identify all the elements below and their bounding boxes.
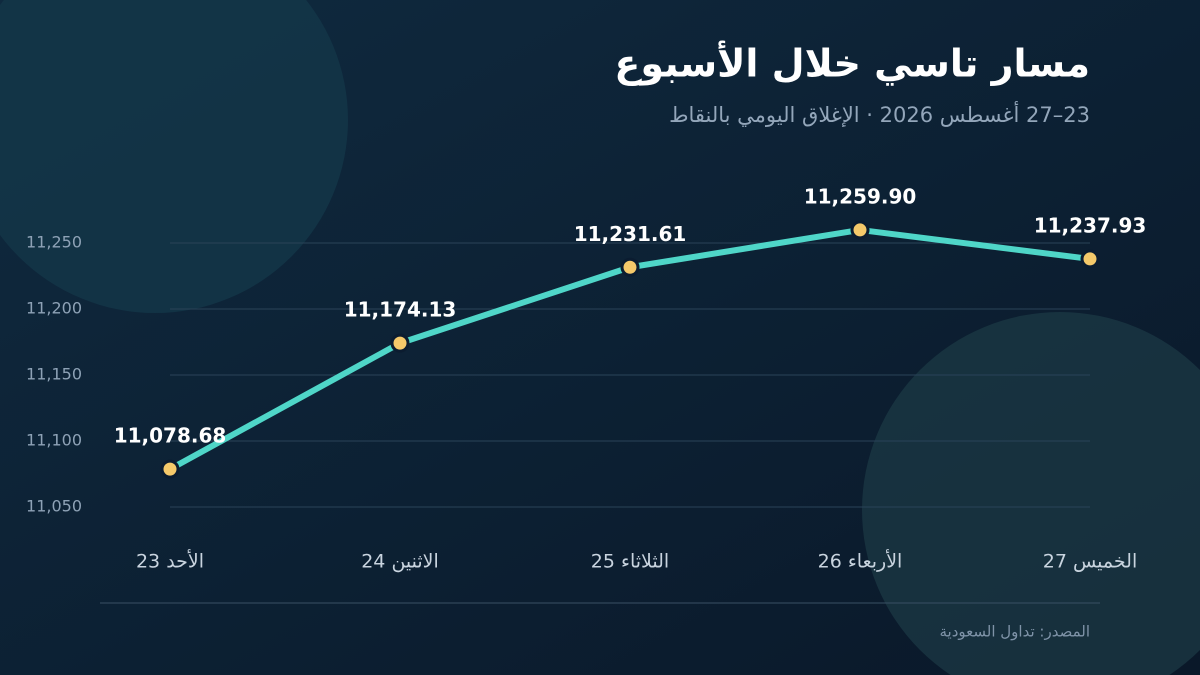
data-label: 11,237.93: [1034, 213, 1147, 237]
chart-subtitle: 23–27 أغسطس 2026 · الإغلاق اليومي بالنقا…: [669, 101, 1090, 127]
chart-title: مسار تاسي خلال الأسبوع: [614, 40, 1090, 86]
x-tick-label: الاثنين 24: [361, 551, 439, 573]
y-tick-label: 11,250: [26, 233, 82, 252]
data-point: [1080, 249, 1100, 269]
decor-circle: [0, 0, 348, 313]
data-label: 11,231.61: [574, 222, 687, 246]
y-tick-label: 11,050: [26, 497, 82, 516]
decor-circle: [862, 312, 1200, 675]
x-tick-label: الأربعاء 26: [818, 550, 903, 573]
data-point: [160, 459, 180, 479]
y-tick-label: 11,200: [26, 299, 82, 318]
data-label: 11,174.13: [344, 298, 457, 322]
y-tick-label: 11,100: [26, 431, 82, 450]
data-point: [620, 257, 640, 277]
data-point: [390, 333, 410, 353]
x-tick-label: الأحد 23: [136, 550, 204, 573]
source-note: المصدر: تداول السعودية: [940, 623, 1090, 641]
data-point: [850, 220, 870, 240]
x-tick-label: الخميس 27: [1043, 551, 1138, 573]
data-label: 11,259.90: [804, 184, 917, 208]
data-label: 11,078.68: [114, 424, 227, 448]
y-tick-label: 11,150: [26, 365, 82, 384]
x-tick-label: الثلاثاء 25: [591, 551, 669, 573]
